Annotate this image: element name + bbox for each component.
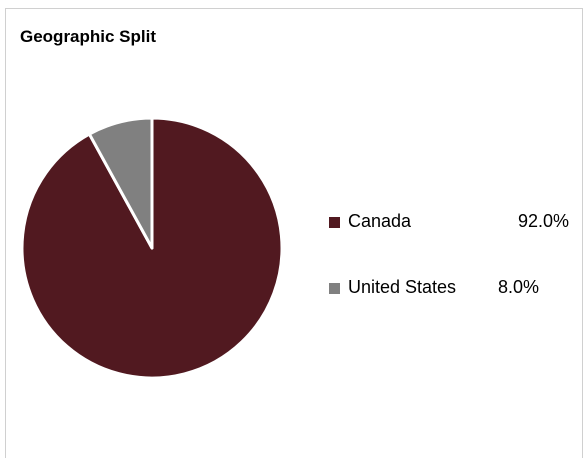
pie-slice-united-states [87,116,154,250]
legend-swatch-united-states [329,283,340,294]
chart-title: Geographic Split [20,27,157,46]
legend-label-canada: Canada [348,211,412,231]
legend-swatch-canada [329,217,340,228]
legend-label-united-states: United States [348,277,457,297]
pie-slice-canada [20,116,284,380]
legend-value-united-states: 8.0% [497,277,539,297]
legend-value-canada: 92.0% [517,211,569,231]
